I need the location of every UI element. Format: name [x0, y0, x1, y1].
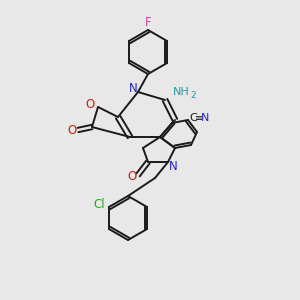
Text: N: N — [129, 82, 137, 95]
Text: C: C — [189, 113, 197, 123]
Text: N: N — [169, 160, 177, 173]
Text: O: O — [128, 170, 136, 184]
Text: O: O — [85, 98, 94, 110]
Text: N: N — [201, 113, 209, 123]
Text: O: O — [68, 124, 76, 137]
Text: F: F — [145, 16, 151, 29]
Text: ≡: ≡ — [195, 113, 203, 123]
Text: NH: NH — [172, 87, 189, 97]
Text: 2: 2 — [190, 91, 196, 100]
Text: Cl: Cl — [93, 199, 105, 212]
